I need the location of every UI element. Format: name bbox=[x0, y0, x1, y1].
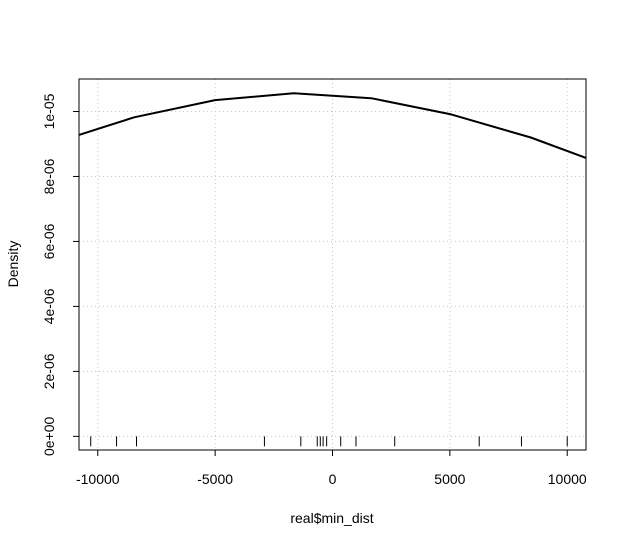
y-tick-label: 6e-06 bbox=[41, 223, 57, 259]
rug-marks bbox=[90, 436, 568, 447]
grid-lines bbox=[79, 79, 586, 450]
y-tick-label: 2e-06 bbox=[41, 353, 57, 389]
y-axis-label: Density bbox=[5, 241, 21, 288]
plot-frame bbox=[78, 78, 587, 451]
x-axis-label: real$min_dist bbox=[290, 510, 373, 526]
density-line bbox=[78, 92, 587, 159]
x-tick-label: -10000 bbox=[76, 471, 120, 487]
x-axis: -10000 -5000 0 5000 10000 bbox=[76, 450, 587, 487]
density-curve-layer bbox=[78, 92, 587, 159]
x-tick-label: -5000 bbox=[197, 471, 233, 487]
y-tick-label: 4e-06 bbox=[41, 288, 57, 324]
y-axis: 0e+00 2e-06 4e-06 6e-06 8e-06 1e-05 bbox=[41, 93, 79, 456]
x-tick-label: 5000 bbox=[434, 471, 465, 487]
y-tick-label: 8e-06 bbox=[41, 158, 57, 194]
y-tick-label: 1e-05 bbox=[41, 93, 57, 129]
y-tick-label: 0e+00 bbox=[41, 416, 57, 456]
x-tick-label: 0 bbox=[329, 471, 337, 487]
x-tick-label: 10000 bbox=[548, 471, 587, 487]
